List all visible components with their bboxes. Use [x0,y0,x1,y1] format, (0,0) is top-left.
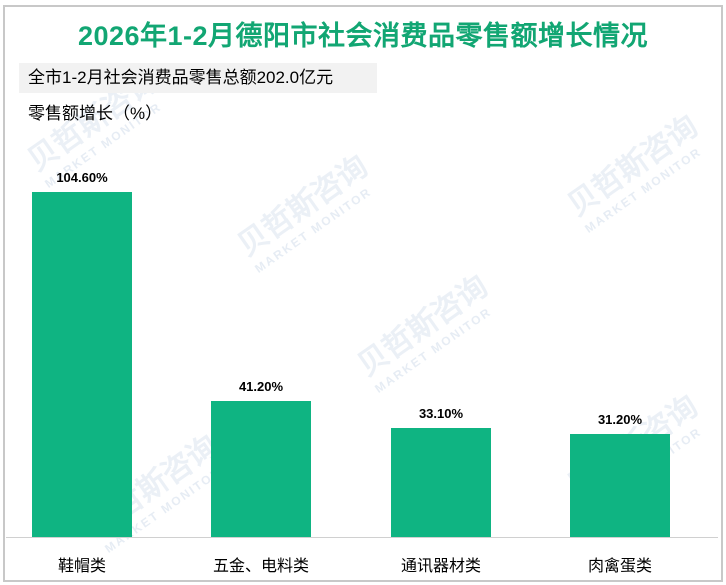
category-label: 五金、电料类 [212,558,309,575]
chart-title: 2026年1-2月德阳市社会消费品零售额增长情况 [77,21,649,51]
bar [211,401,311,537]
chart-subtitle: 全市1-2月社会消费品零售总额202.0亿元 [19,63,377,93]
category-label: 肉禽蛋类 [587,558,652,575]
data-label: 41.20% [238,379,284,394]
bar [32,192,132,537]
data-label: 33.10% [418,406,464,421]
data-label: 104.60% [56,170,108,185]
bar [570,434,670,537]
x-axis-line [6,537,718,538]
category-label: 鞋帽类 [57,558,106,575]
bar [391,428,491,537]
y-axis-label: 零售额增长（%） [28,104,163,123]
data-label: 31.20% [597,412,643,427]
category-label: 通讯器材类 [400,558,481,575]
